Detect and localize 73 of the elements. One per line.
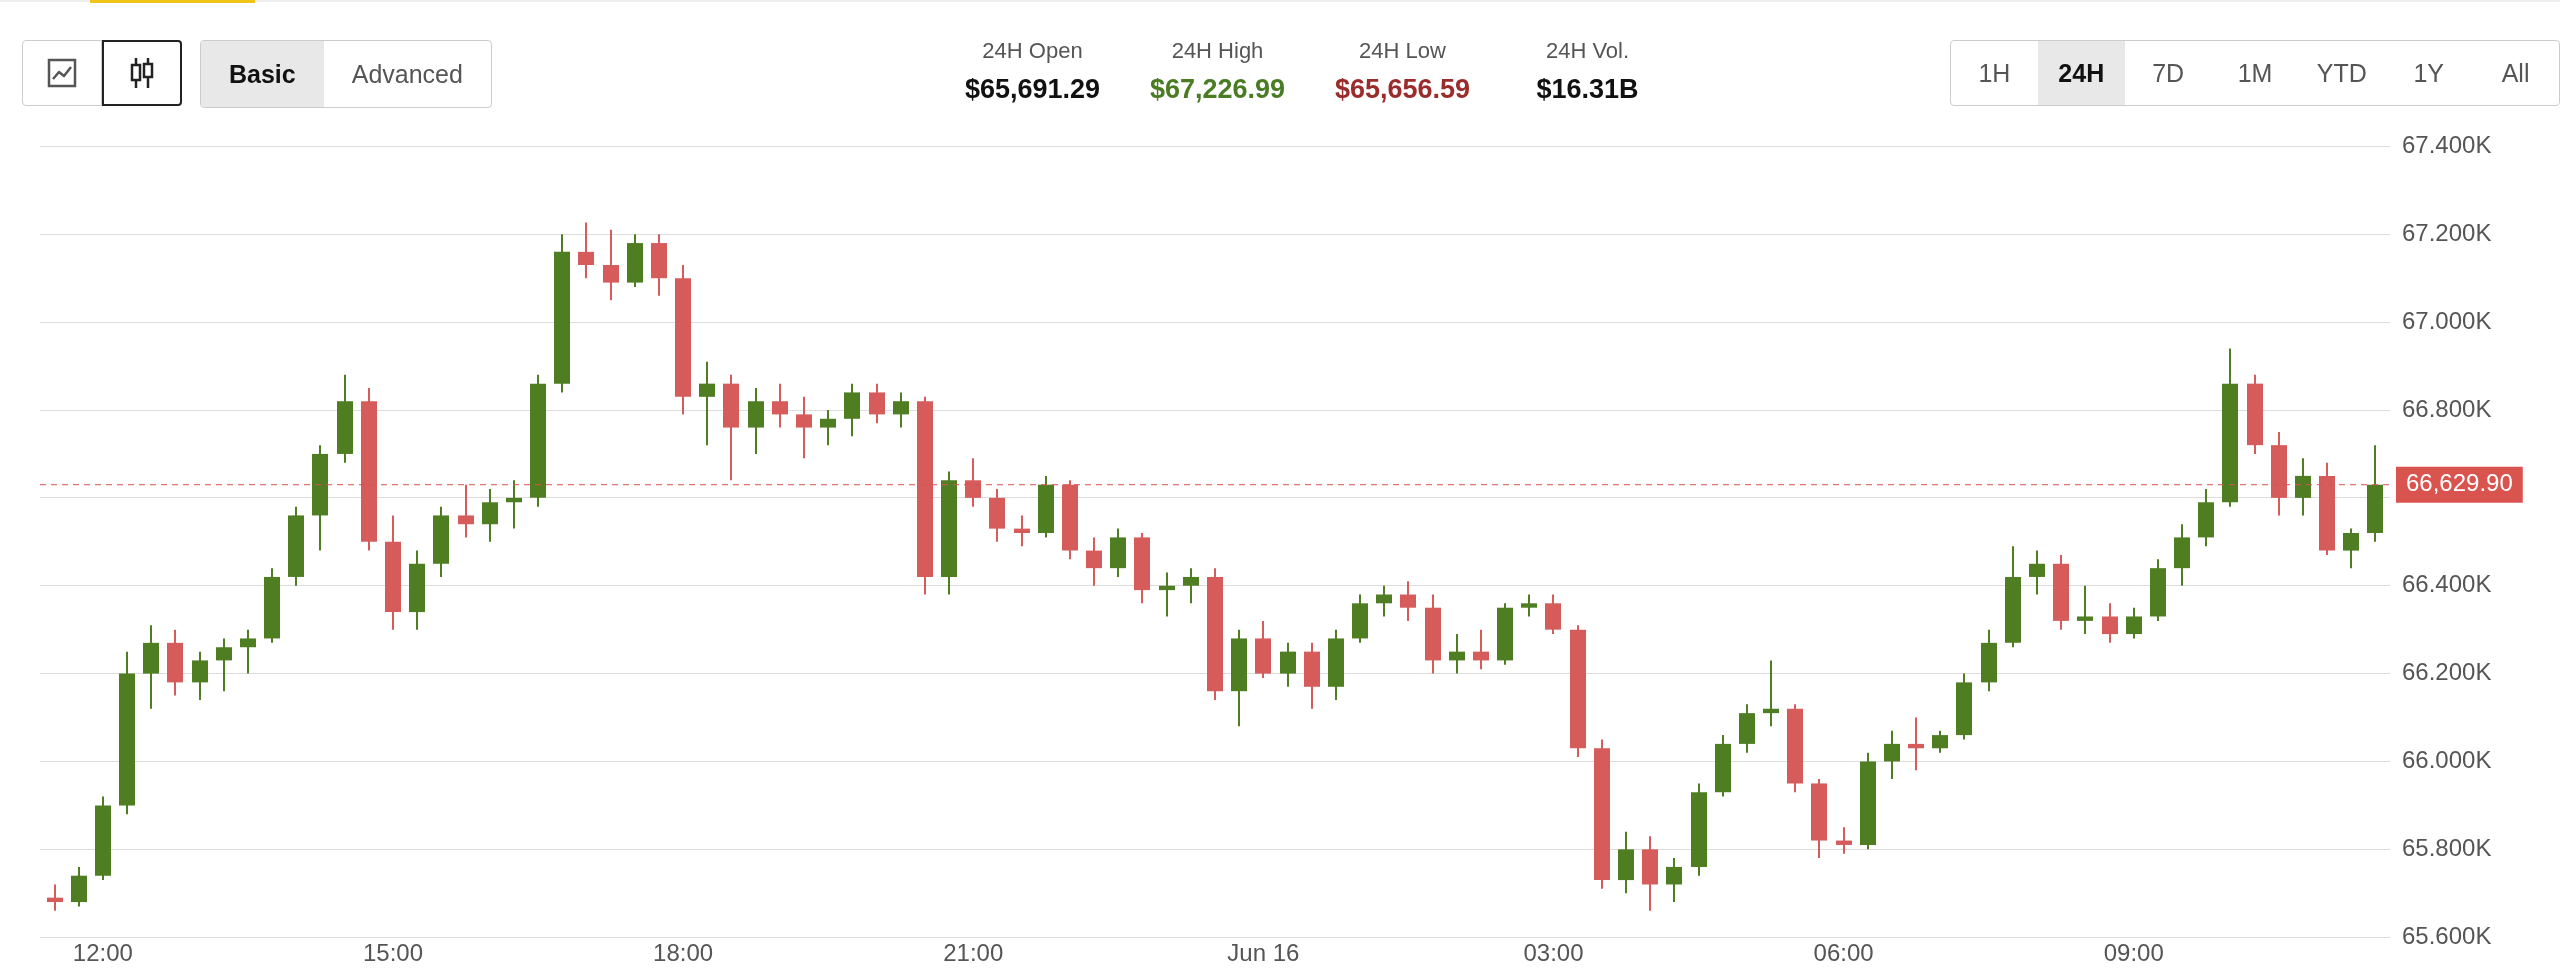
- x-tick-label: 09:00: [2103, 939, 2164, 967]
- candlestick: [772, 382, 788, 429]
- text: 24H Open: [981, 38, 1084, 64]
- candlestick: [2029, 549, 2045, 596]
- candlestick: [2077, 584, 2093, 636]
- y-tick-label: 66.200K: [2402, 658, 2492, 686]
- x-tick-label: 18:00: [653, 939, 714, 967]
- candlestick: [240, 628, 256, 675]
- text: YTD: [2315, 57, 2368, 89]
- ref-line-label: 66,629.90: [2406, 469, 2513, 497]
- candlestick: [1836, 826, 1852, 855]
- candlestick: [1449, 633, 1465, 675]
- y-tick-label: 65.800K: [2402, 833, 2492, 861]
- candlestick: [965, 457, 981, 508]
- candlestick: [1183, 567, 1199, 605]
- y-tick-label: 66.400K: [2402, 570, 2492, 598]
- y-tick-label: 67.200K: [2402, 218, 2492, 246]
- candlestick: [1932, 729, 1948, 754]
- x-tick-label: 15:00: [362, 939, 424, 967]
- candlestick: [603, 228, 619, 302]
- candlestick: [192, 650, 208, 701]
- x-tick-label: 06:00: [1813, 939, 1874, 967]
- candlestick: [2102, 602, 2118, 644]
- y-tick-label: 66.000K: [2402, 746, 2492, 774]
- text: Advanced: [350, 58, 464, 90]
- x-tick-label: 21:00: [943, 939, 1004, 967]
- text: 24H Vol.: [1544, 38, 1631, 64]
- candlestick: [216, 637, 232, 693]
- y-tick-label: 67.400K: [2402, 131, 2492, 159]
- candlestick: [2295, 457, 2311, 517]
- text: 1H: [1977, 57, 2012, 89]
- x-tick-label: 12:00: [72, 939, 133, 967]
- candlestick: [1473, 628, 1489, 671]
- y-tick-label: 65.600K: [2402, 921, 2492, 949]
- candlestick: [1666, 857, 1682, 904]
- text: Basic: [201, 41, 324, 107]
- candlestick: [1376, 584, 1392, 618]
- y-tick-label: 67.000K: [2402, 306, 2492, 334]
- candlestick: [1014, 514, 1030, 548]
- candlestick: [1763, 659, 1779, 728]
- candlestick: [1521, 593, 1537, 618]
- x-tick-label: Jun 16: [1227, 939, 1300, 967]
- candlestick: [458, 483, 474, 539]
- candlestick: [578, 221, 594, 280]
- text: 7D: [2151, 57, 2186, 89]
- text: 1M: [2236, 57, 2274, 89]
- candlestick: [1908, 716, 1924, 772]
- text: All: [2500, 57, 2531, 89]
- candlestick: [893, 391, 909, 429]
- candlestick: [506, 479, 522, 530]
- text: $65,656.59: [1333, 74, 1472, 105]
- text: 24H: [2037, 41, 2125, 105]
- candlestick: [1159, 571, 1175, 618]
- text: $65,691.29: [963, 74, 1102, 105]
- y-tick-label: 66.800K: [2402, 394, 2492, 422]
- text: 24H Low: [1358, 38, 1447, 64]
- text: $16.31B: [1535, 74, 1640, 105]
- text: 1Y: [2412, 57, 2445, 89]
- x-tick-label: 03:00: [1523, 939, 1584, 967]
- candlestick: [1280, 641, 1296, 688]
- candlestick: [796, 395, 812, 460]
- text: 24H High: [1170, 38, 1265, 64]
- candlestick: [820, 409, 836, 447]
- candlestick: [47, 883, 63, 912]
- candlestick: [2126, 606, 2142, 640]
- candlestick: [699, 360, 715, 447]
- candlestick: [2343, 527, 2359, 570]
- text: $67,226.99: [1148, 74, 1287, 105]
- candlestick: [1884, 729, 1900, 781]
- candlestick: [1400, 580, 1416, 622]
- candlestick: [869, 382, 885, 425]
- candlestick: [1086, 536, 1102, 587]
- candlestick: [482, 488, 498, 543]
